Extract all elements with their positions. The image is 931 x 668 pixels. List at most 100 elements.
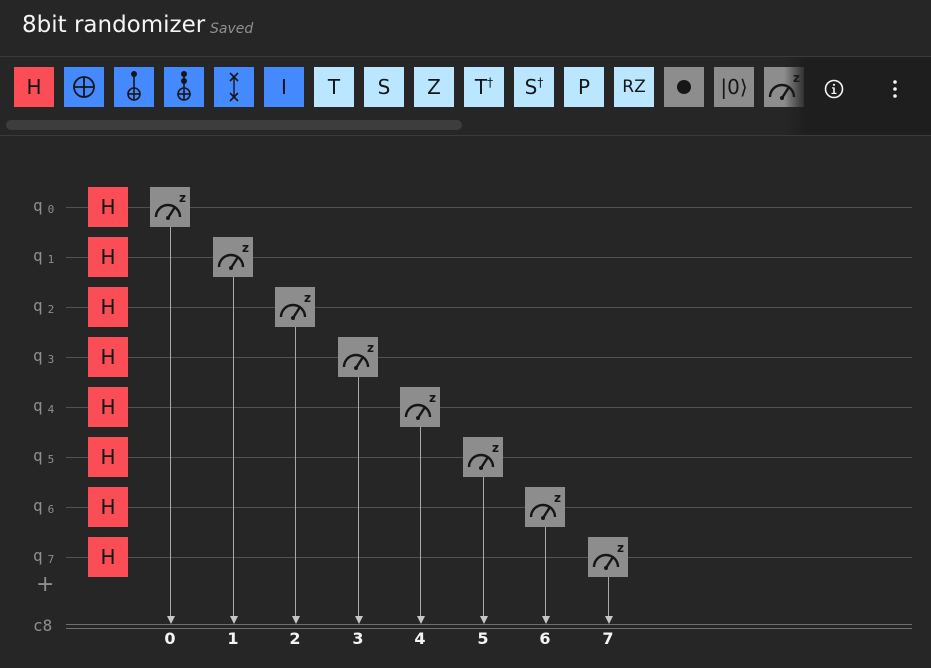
classical-bit-index: 4	[414, 629, 426, 648]
gate-i-label: I	[281, 75, 287, 99]
svg-text:z: z	[429, 391, 436, 405]
gate-rz-label: RZ	[622, 77, 646, 97]
classical-bit-index: 5	[477, 629, 489, 648]
measure-icon: z	[529, 491, 561, 520]
gate-p[interactable]: P	[564, 67, 604, 107]
gate-swap[interactable]	[214, 67, 254, 107]
circuit-canvas	[0, 136, 931, 668]
classical-wire[interactable]	[66, 628, 912, 629]
gate-t-dagger[interactable]: T†	[464, 67, 504, 107]
qubit-index: 2	[47, 303, 55, 316]
measure-gate[interactable]: z	[525, 487, 565, 527]
gate-z[interactable]: Z	[414, 67, 454, 107]
gate-t-dagger-label: T†	[474, 75, 494, 99]
measure-arrow	[291, 616, 300, 624]
save-status: Saved	[210, 21, 254, 37]
classical-bit-index: 6	[539, 629, 551, 648]
qubit-index: 3	[47, 353, 55, 366]
qubit-index: 5	[47, 453, 55, 466]
h-gate[interactable]: H	[88, 387, 128, 427]
qubit-wire[interactable]	[66, 407, 912, 408]
qubit-name: q	[33, 246, 43, 265]
h-gate[interactable]: H	[88, 187, 128, 227]
qubit-name: q	[33, 196, 43, 215]
svg-text:z: z	[367, 341, 374, 355]
measure-connector	[233, 277, 234, 616]
qubit-index: 0	[47, 203, 55, 216]
measure-arrow	[354, 616, 363, 624]
measure-connector	[170, 227, 171, 616]
qubit-wire[interactable]	[66, 257, 912, 258]
gate-t[interactable]: T	[314, 67, 354, 107]
gate-rz[interactable]: RZ	[614, 67, 654, 107]
h-gate[interactable]: H	[88, 237, 128, 277]
gate-reset[interactable]: |0⟩	[714, 67, 754, 107]
qubit-name: q	[33, 296, 43, 315]
measure-gate[interactable]: z	[338, 337, 378, 377]
measure-arrow	[229, 616, 238, 624]
measure-gate[interactable]: z	[400, 387, 440, 427]
svg-text:z: z	[242, 241, 249, 255]
measure-gate[interactable]: z	[213, 237, 253, 277]
qubit-wire[interactable]	[66, 557, 912, 558]
h-gate[interactable]: H	[88, 287, 128, 327]
gate-s-dagger[interactable]: S†	[514, 67, 554, 107]
circuit-title[interactable]: 8bit randomizer	[22, 12, 206, 38]
measure-connector	[483, 477, 484, 616]
h-gate-label: H	[100, 445, 116, 469]
h-gate[interactable]: H	[88, 337, 128, 377]
measure-arrow	[604, 616, 613, 624]
h-gate[interactable]: H	[88, 437, 128, 477]
measure-gate[interactable]: z	[463, 437, 503, 477]
measure-icon: z	[342, 341, 374, 370]
qubit-name: q	[33, 446, 43, 465]
measure-gate[interactable]: z	[588, 537, 628, 577]
info-icon[interactable]	[822, 77, 846, 101]
svg-text:z: z	[617, 541, 624, 555]
qubit-wire[interactable]	[66, 207, 912, 208]
measure-connector	[545, 527, 546, 616]
gate-multi-cnot[interactable]	[164, 67, 204, 107]
gate-reset-label: |0⟩	[720, 75, 748, 99]
header-bar: 8bit randomizer Saved	[0, 0, 931, 57]
gate-h[interactable]: H	[14, 67, 54, 107]
classical-bit-index: 2	[289, 629, 301, 648]
qubit-wire[interactable]	[66, 357, 912, 358]
svg-text:z: z	[304, 291, 311, 305]
classical-wire[interactable]	[66, 624, 912, 625]
gate-s[interactable]: S	[364, 67, 404, 107]
measure-arrow	[479, 616, 488, 624]
gate-barrier[interactable]	[664, 67, 704, 107]
measure-gate[interactable]: z	[150, 187, 190, 227]
h-gate[interactable]: H	[88, 487, 128, 527]
qubit-wire[interactable]	[66, 307, 912, 308]
gate-p-label: P	[577, 75, 591, 99]
measure-arrow	[166, 616, 175, 624]
classical-bit-index: 1	[227, 629, 239, 648]
gate-toffoli[interactable]	[114, 67, 154, 107]
qubit-name: q	[33, 546, 43, 565]
qubit-index: 4	[47, 403, 55, 416]
measure-connector	[358, 377, 359, 616]
qubit-wire[interactable]	[66, 507, 912, 508]
h-gate-label: H	[100, 545, 116, 569]
h-gate-label: H	[100, 495, 116, 519]
classical-register-label[interactable]: c8	[33, 616, 53, 635]
add-qubit-button[interactable]: +	[36, 572, 55, 597]
overflow-menu-icon[interactable]	[885, 77, 905, 101]
toolbar-scrollbar[interactable]	[6, 120, 462, 130]
gate-i[interactable]: I	[264, 67, 304, 107]
measure-gate[interactable]: z	[275, 287, 315, 327]
gate-cnot[interactable]	[64, 67, 104, 107]
svg-text:z: z	[179, 191, 186, 205]
h-gate[interactable]: H	[88, 537, 128, 577]
